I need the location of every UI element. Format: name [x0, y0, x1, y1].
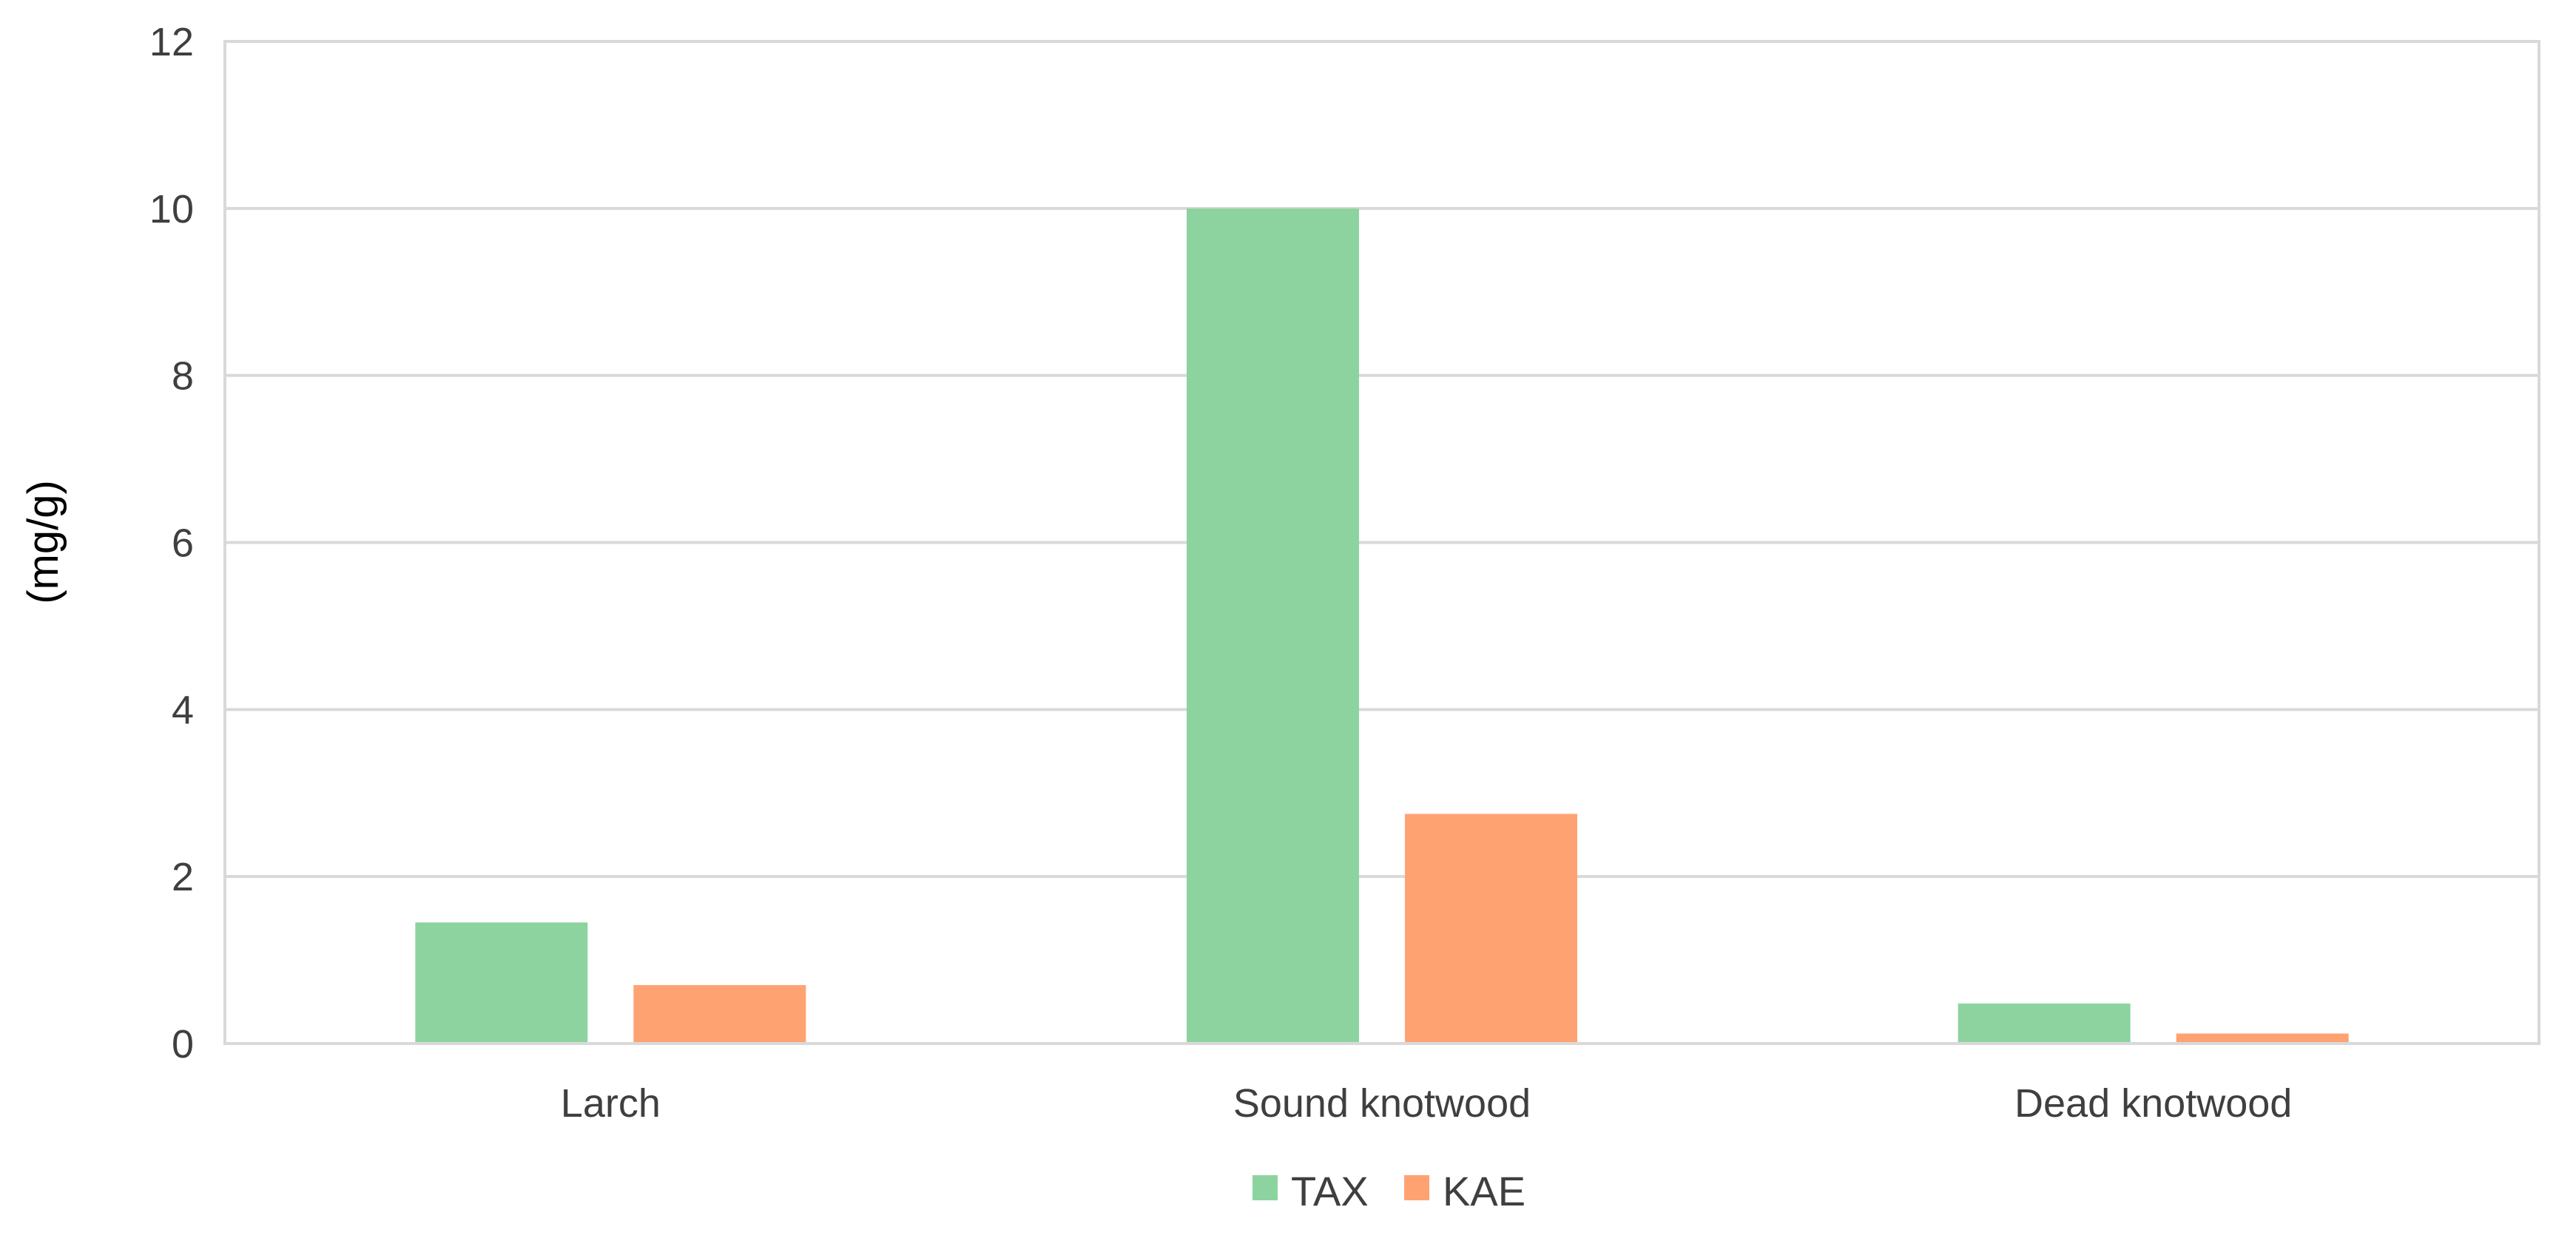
legend-label-tax: TAX — [1291, 1168, 1369, 1214]
y-tick-label: 8 — [172, 354, 194, 399]
legend-swatch-tax — [1252, 1175, 1278, 1200]
legend-label-kae: KAE — [1443, 1168, 1525, 1214]
y-axis-tick-labels: 0 2 4 6 8 10 12 — [149, 20, 194, 1066]
gridlines — [225, 206, 2539, 879]
x-tick-label: Sound knotwood — [1233, 1081, 1531, 1126]
bar-kae-1 — [1405, 814, 1577, 1044]
bar-tax-1 — [1187, 208, 1359, 1044]
bar-kae-2 — [2176, 1033, 2349, 1044]
legend-swatch-kae — [1404, 1175, 1429, 1200]
y-tick-label: 0 — [172, 1022, 194, 1066]
y-tick-label: 10 — [149, 187, 194, 231]
y-axis-title: (mg/g) — [19, 480, 67, 604]
y-tick-label: 4 — [172, 688, 194, 732]
x-axis-tick-labels: Larch Sound knotwood Dead knotwood — [561, 1081, 2293, 1126]
bar-tax-0 — [415, 922, 588, 1044]
bar-kae-0 — [633, 984, 806, 1044]
legend: TAX KAE — [1252, 1168, 1525, 1214]
y-tick-label: 6 — [172, 521, 194, 566]
x-tick-label: Larch — [561, 1081, 661, 1126]
x-tick-label: Dead knotwood — [2014, 1081, 2292, 1126]
y-tick-label: 12 — [149, 20, 194, 64]
y-tick-label: 2 — [172, 855, 194, 899]
bar-tax-2 — [1958, 1003, 2131, 1044]
bars — [225, 208, 2539, 1045]
